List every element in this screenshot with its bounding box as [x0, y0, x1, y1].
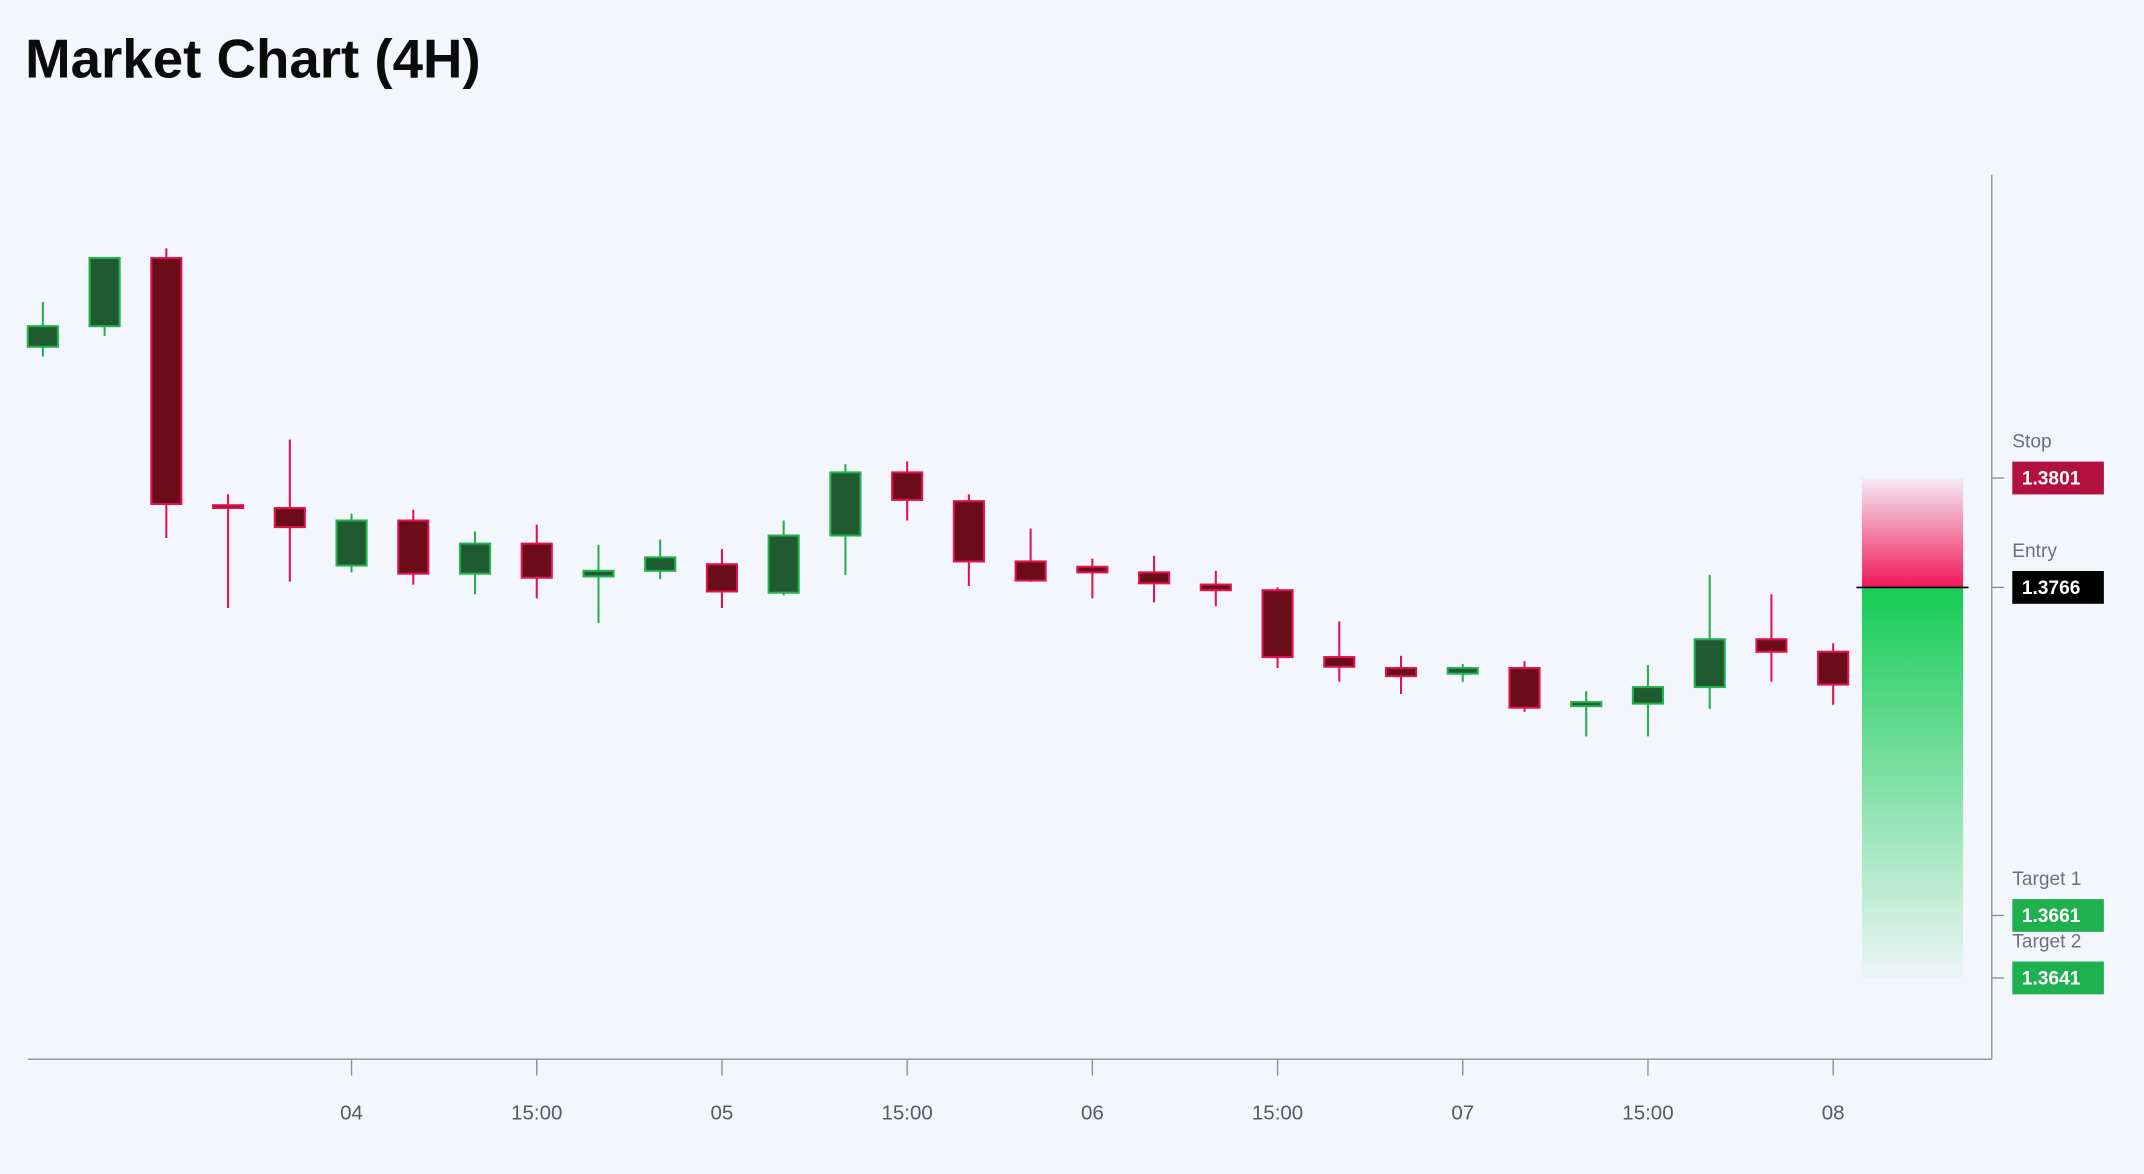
stop-zone	[1861, 478, 1964, 588]
level-name: Entry	[2012, 541, 2057, 562]
candle-body	[1323, 656, 1356, 668]
candle-body	[952, 500, 985, 563]
candle-body	[1261, 589, 1294, 659]
candle-body	[1508, 666, 1541, 709]
x-tick-label: 04	[340, 1101, 363, 1124]
candle-body	[520, 542, 553, 579]
candle-body	[1631, 686, 1665, 705]
level-value: 1.3641	[2022, 968, 2081, 989]
candle-body	[397, 519, 430, 575]
candle-body	[150, 257, 183, 505]
candle-body	[1570, 701, 1603, 708]
candle-body	[88, 257, 121, 328]
candle-body	[891, 471, 924, 501]
x-tick-label: 15:00	[1622, 1101, 1673, 1124]
candle-body	[1817, 650, 1850, 686]
level-box	[2012, 461, 2104, 495]
candle-body	[644, 556, 677, 572]
level-value: 1.3661	[2022, 906, 2081, 927]
candle-body	[273, 506, 306, 529]
candle-body	[1693, 638, 1726, 689]
level-value: 1.3801	[2022, 468, 2081, 489]
x-tick-label: 15:00	[511, 1101, 562, 1124]
x-tick-label: 07	[1451, 1101, 1474, 1124]
target-zone	[1861, 587, 1964, 978]
candle-body	[26, 325, 59, 348]
level-name: Stop	[2012, 432, 2051, 453]
level-name: Target 2	[2012, 931, 2081, 952]
candle-body	[1446, 666, 1479, 675]
level-name: Target 1	[2012, 869, 2081, 890]
candle-body	[1384, 666, 1418, 678]
x-tick-label: 05	[711, 1101, 734, 1124]
level-value: 1.3766	[2022, 578, 2081, 599]
level-box	[2012, 961, 2104, 995]
candle-body	[1076, 565, 1109, 574]
candle-body	[767, 534, 800, 594]
candle-body	[705, 563, 739, 593]
candle-body	[335, 519, 368, 567]
candle-body	[1014, 560, 1047, 582]
candle-body	[212, 504, 245, 510]
x-tick-label: 15:00	[1252, 1101, 1303, 1124]
level-box	[2012, 899, 2104, 932]
candle-body	[1138, 571, 1171, 585]
level-box	[2012, 570, 2104, 604]
candle-body	[582, 569, 615, 578]
candle-body	[1199, 583, 1232, 592]
x-tick-label: 06	[1081, 1101, 1104, 1124]
x-tick-label: 15:00	[881, 1101, 932, 1124]
chart-title: Market Chart (4H)	[25, 28, 481, 89]
candle-body	[829, 471, 862, 537]
candle-body	[1755, 638, 1788, 653]
candle-body	[458, 542, 492, 575]
x-tick-label: 08	[1822, 1101, 1845, 1124]
